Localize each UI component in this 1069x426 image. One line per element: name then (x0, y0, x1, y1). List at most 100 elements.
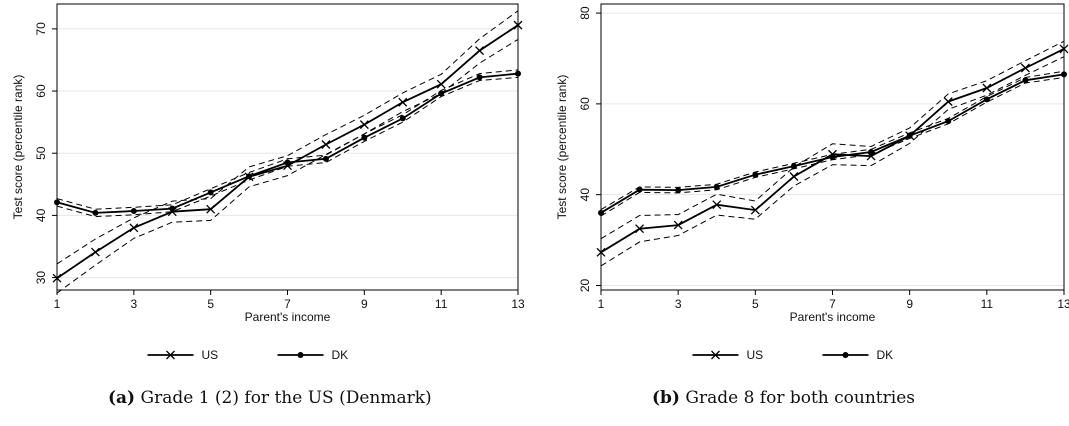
point-dk (983, 96, 990, 103)
point-dk (207, 189, 214, 196)
point-us (90, 247, 100, 257)
y-tick-label: 30 (34, 271, 48, 285)
ci-upper-us (600, 40, 1065, 240)
y-tick-label: 20 (578, 278, 592, 292)
point-dk (515, 70, 521, 77)
x-tick-label: 13 (1057, 297, 1069, 311)
series-line-dk (56, 72, 519, 214)
ci-upper-dk (56, 69, 519, 210)
series-line-us (600, 48, 1065, 254)
y-tick-label: 70 (34, 22, 48, 36)
x-tick-label: 1 (598, 297, 605, 311)
point-dk (636, 186, 643, 193)
point-us (129, 223, 139, 233)
point-dk (322, 155, 329, 162)
x-tick-label: 5 (752, 297, 759, 311)
point-dk (169, 205, 176, 212)
ci-lower-dk (56, 76, 519, 218)
legend-label-dk: DK (877, 348, 894, 362)
point-us (982, 83, 992, 93)
point-us (1020, 63, 1030, 73)
point-dk (829, 153, 836, 160)
y-axis-title: Test score (percentile rank) (555, 75, 569, 220)
point-dk (92, 209, 99, 216)
plot-frame (600, 3, 1065, 291)
point-dk (598, 209, 604, 216)
x-tick-label: 11 (981, 297, 994, 311)
legend-marker-us (711, 350, 720, 360)
point-dk (130, 208, 137, 215)
point-dk (906, 132, 913, 139)
point-dk (399, 115, 406, 122)
point-us (52, 273, 62, 283)
point-us (1059, 44, 1069, 54)
x-tick-label: 5 (207, 297, 214, 311)
y-axis-title: Test score (percentile rank) (11, 75, 25, 220)
plot-frame (56, 3, 519, 291)
point-dk (361, 134, 368, 141)
point-dk (1061, 71, 1067, 78)
legend-label-dk: DK (332, 348, 349, 362)
point-dk (284, 159, 291, 166)
y-tick-label: 60 (34, 84, 48, 98)
x-axis-title: Parent's income (245, 310, 331, 324)
point-dk (752, 171, 759, 178)
point-dk (438, 90, 445, 97)
point-us (673, 220, 683, 230)
point-us (206, 204, 216, 214)
y-tick-label: 60 (578, 97, 592, 111)
ci-lower-us (56, 38, 519, 294)
caption-text-b: Grade 8 for both countries (685, 388, 915, 408)
point-dk (1022, 77, 1029, 84)
point-dk (868, 148, 875, 155)
point-us (475, 46, 485, 56)
legend-marker-dk (842, 352, 849, 358)
point-dk (713, 183, 720, 190)
point-us (321, 140, 331, 149)
x-tick-label: 7 (284, 297, 291, 311)
x-tick-label: 9 (361, 297, 368, 311)
point-dk (790, 163, 797, 170)
point-dk (675, 187, 682, 194)
legend-marker-dk (297, 352, 304, 358)
point-dk (246, 173, 253, 180)
series-line-us (56, 24, 519, 279)
x-tick-label: 13 (511, 297, 525, 311)
point-dk (945, 118, 952, 125)
ci-lower-dk (600, 77, 1065, 217)
ci-upper-us (56, 10, 519, 265)
point-us (398, 97, 408, 107)
legend-marker-us (166, 350, 175, 360)
y-tick-label: 50 (34, 146, 48, 160)
point-us (436, 79, 446, 89)
legend-label-us: US (202, 348, 219, 362)
caption-panel-a: (a) Grade 1 (2) for the US (Denmark) (108, 388, 432, 408)
x-tick-label: 7 (829, 297, 836, 311)
y-tick-label: 80 (578, 6, 592, 20)
ci-lower-us (600, 56, 1065, 267)
y-tick-label: 40 (578, 188, 592, 202)
point-dk (476, 74, 483, 81)
caption-tag-a: (a) (108, 388, 136, 408)
point-us (750, 205, 760, 215)
caption-text-a: Grade 1 (2) for the US (Denmark) (140, 388, 432, 408)
legend-label-us: US (747, 348, 764, 362)
x-tick-label: 9 (906, 297, 913, 311)
x-axis-title: Parent's income (790, 310, 876, 324)
point-us (712, 200, 722, 210)
x-tick-label: 1 (54, 297, 61, 311)
point-us (789, 172, 799, 181)
y-tick-label: 40 (34, 208, 48, 222)
x-tick-label: 3 (675, 297, 682, 311)
x-tick-label: 11 (435, 297, 448, 311)
point-us (635, 224, 645, 234)
point-us (943, 97, 953, 107)
caption-tag-b: (b) (652, 388, 680, 408)
legend: US DK (147, 348, 349, 362)
point-us (359, 120, 369, 130)
ci-upper-dk (600, 70, 1065, 211)
legend: US DK (692, 348, 894, 362)
caption-panel-b: (b) Grade 8 for both countries (652, 388, 915, 408)
